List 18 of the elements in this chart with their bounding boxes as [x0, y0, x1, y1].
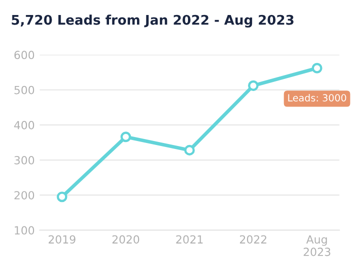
point: [56, 192, 68, 202]
point: [312, 62, 322, 74]
x-tick-label: 2022: [240, 235, 266, 244]
y-tick-label: 400: [14, 120, 34, 130]
point: [120, 132, 132, 142]
y-tick-label: 200: [14, 191, 34, 200]
y-tick-label: 300: [14, 156, 34, 164]
annotation: Leads: 3000: [288, 94, 346, 102]
chart-title: 5,720 Leads from Jan 2022 - Aug 2023: [12, 14, 294, 28]
x-tick-label: 2019: [48, 235, 76, 244]
x-tick-label: 2020: [112, 235, 140, 244]
point: [248, 80, 259, 91]
x-tick-label: 2021: [176, 235, 203, 244]
x-tick-label: Aug 2023: [304, 235, 330, 256]
y-tick-label: 600: [14, 50, 34, 60]
y-tick-label: 100: [14, 226, 34, 235]
y-tick-label: 500: [14, 86, 34, 94]
point: [184, 144, 195, 156]
